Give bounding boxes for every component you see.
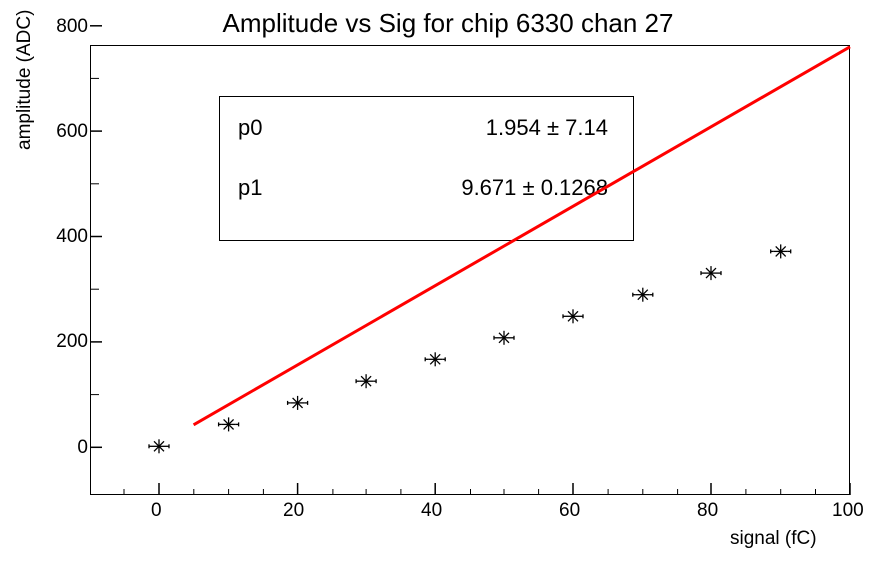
y-axis-label: amplitude (ADC): [14, 10, 36, 150]
chart-root: Amplitude vs Sig for chip 6330 chan 27 p…: [0, 0, 896, 572]
y-tick-label-200: 200: [48, 331, 88, 353]
x-tick-label-0: 0: [151, 500, 162, 522]
y-tick-label-0: 0: [68, 437, 88, 459]
fit-legend-box: p0 1.954 ± 7.14 p1 9.671 ± 0.1268: [219, 96, 634, 241]
y-tick-label-400: 400: [48, 226, 88, 248]
chart-title: Amplitude vs Sig for chip 6330 chan 27: [0, 8, 896, 39]
x-tick-label-100: 100: [832, 500, 864, 522]
legend-p0-name: p0: [238, 115, 262, 141]
x-tick-label-40: 40: [421, 500, 442, 522]
plot-area: p0 1.954 ± 7.14 p1 9.671 ± 0.1268: [90, 45, 850, 495]
x-tick-label-20: 20: [283, 500, 304, 522]
legend-p1-name: p1: [238, 175, 262, 201]
x-axis-label: signal (fC): [730, 528, 817, 550]
x-tick-label-80: 80: [697, 500, 718, 522]
y-tick-label-600: 600: [48, 121, 88, 143]
x-tick-label-60: 60: [559, 500, 580, 522]
y-tick-label-800: 800: [48, 16, 88, 38]
legend-p1-value: 9.671 ± 0.1268: [461, 175, 608, 201]
legend-p0-value: 1.954 ± 7.14: [486, 115, 608, 141]
